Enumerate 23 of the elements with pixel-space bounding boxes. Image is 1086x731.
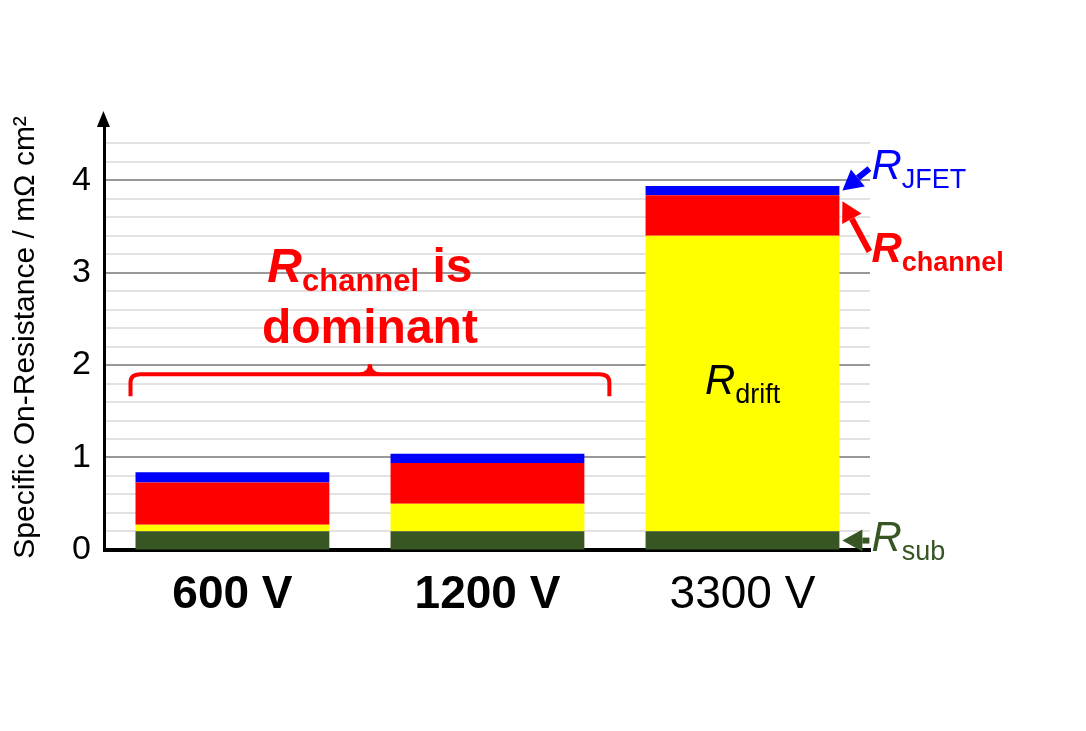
x-tick-label: 600 V <box>172 566 293 619</box>
x-tick-label: 3300 V <box>669 566 816 619</box>
bar <box>135 524 330 532</box>
bar <box>135 482 330 525</box>
bar <box>645 235 840 532</box>
y-tick-label: 2 <box>71 343 91 382</box>
bar <box>135 472 330 483</box>
legend-label: R$_{channel}$ <box>871 224 1004 278</box>
x-tick-label: 1200 V <box>414 566 561 619</box>
bar <box>390 503 585 532</box>
bar <box>390 531 585 550</box>
y-tick-label: 4 <box>71 158 91 197</box>
y-axis-title: Specific On-Resistance / mΩ cm² <box>7 116 41 559</box>
y-tick-label: 3 <box>71 251 91 290</box>
annotation: R$_{channel}$ is dominant <box>261 238 478 355</box>
bar <box>135 531 330 550</box>
series-label: R$_{drift}$ <box>704 356 781 410</box>
y-tick-label: 0 <box>71 528 91 567</box>
bar <box>390 462 585 504</box>
legend-label: R$_{JFET}$ <box>871 141 967 195</box>
bar <box>390 453 585 463</box>
y-tick-label: 1 <box>71 435 91 474</box>
legend-label: R$_{sub}$ <box>871 513 946 567</box>
